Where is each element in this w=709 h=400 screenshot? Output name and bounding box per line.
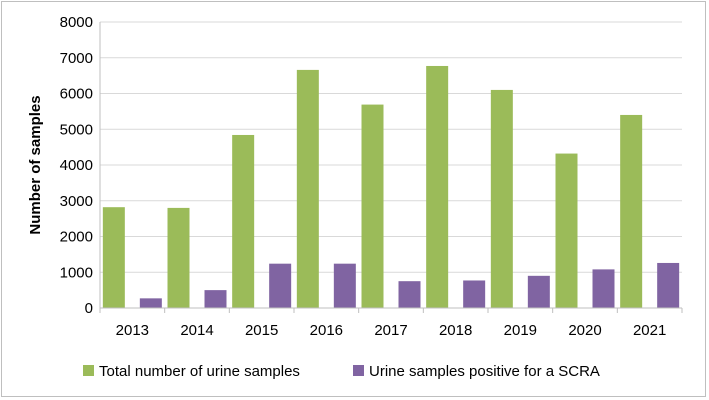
bar-total-2016 xyxy=(296,69,319,308)
legend-swatch-positive xyxy=(353,365,364,376)
axes xyxy=(99,22,683,313)
legend-label-total: Total number of urine samples xyxy=(99,363,300,380)
y-tick-label: 6000 xyxy=(60,86,93,103)
x-tick-label: 2019 xyxy=(504,322,537,339)
y-tick-labels: 0 1000 2000 3000 4000 5000 6000 7000 8000 xyxy=(60,14,93,317)
y-tick-label: 2000 xyxy=(60,229,93,246)
gridlines xyxy=(100,21,682,273)
x-tick-label: 2021 xyxy=(633,322,666,339)
y-tick-label: 4000 xyxy=(60,157,93,174)
bar-positive-2014 xyxy=(204,290,227,308)
x-tick-label: 2020 xyxy=(568,322,601,339)
legend-label-positive: Urine samples positive for a SCRA xyxy=(369,363,600,380)
y-tick-label: 5000 xyxy=(60,121,93,138)
bar-total-2017 xyxy=(361,104,384,309)
bar-total-2020 xyxy=(555,153,578,308)
bar-total-2015 xyxy=(232,134,255,308)
bar-positive-2017 xyxy=(398,281,421,308)
bar-positive-2015 xyxy=(269,263,292,308)
x-tick-labels: 2013 2014 2015 2016 2017 2018 2019 2020 2021 xyxy=(116,322,667,339)
bar-total-2013 xyxy=(102,207,125,308)
bar-positive-2019 xyxy=(527,275,550,308)
bar-positive-2020 xyxy=(592,269,615,308)
bar-total-2019 xyxy=(490,89,513,308)
y-tick-label: 7000 xyxy=(60,50,93,67)
x-tick-label: 2018 xyxy=(439,322,472,339)
legend: Total number of urine samples Urine samp… xyxy=(83,363,600,380)
y-tick-label: 1000 xyxy=(60,264,93,281)
y-tick-label: 3000 xyxy=(60,193,93,210)
x-tick-label: 2014 xyxy=(180,322,213,339)
bar-positive-2018 xyxy=(463,280,486,308)
bar-total-2021 xyxy=(620,114,643,308)
bar-positive-2021 xyxy=(657,262,680,308)
bars xyxy=(102,65,680,309)
bar-total-2014 xyxy=(167,207,190,308)
bar-positive-2013 xyxy=(139,298,162,308)
y-tick-label: 8000 xyxy=(60,14,93,31)
bar-positive-2016 xyxy=(333,263,356,308)
x-tick-label: 2016 xyxy=(310,322,343,339)
y-tick-label: 0 xyxy=(85,300,93,317)
y-axis-label: Number of samples xyxy=(27,95,44,234)
x-tick-label: 2017 xyxy=(374,322,407,339)
x-tick-label: 2013 xyxy=(116,322,149,339)
bar-total-2018 xyxy=(426,65,449,308)
legend-swatch-total xyxy=(83,365,94,376)
x-tick-label: 2015 xyxy=(245,322,278,339)
